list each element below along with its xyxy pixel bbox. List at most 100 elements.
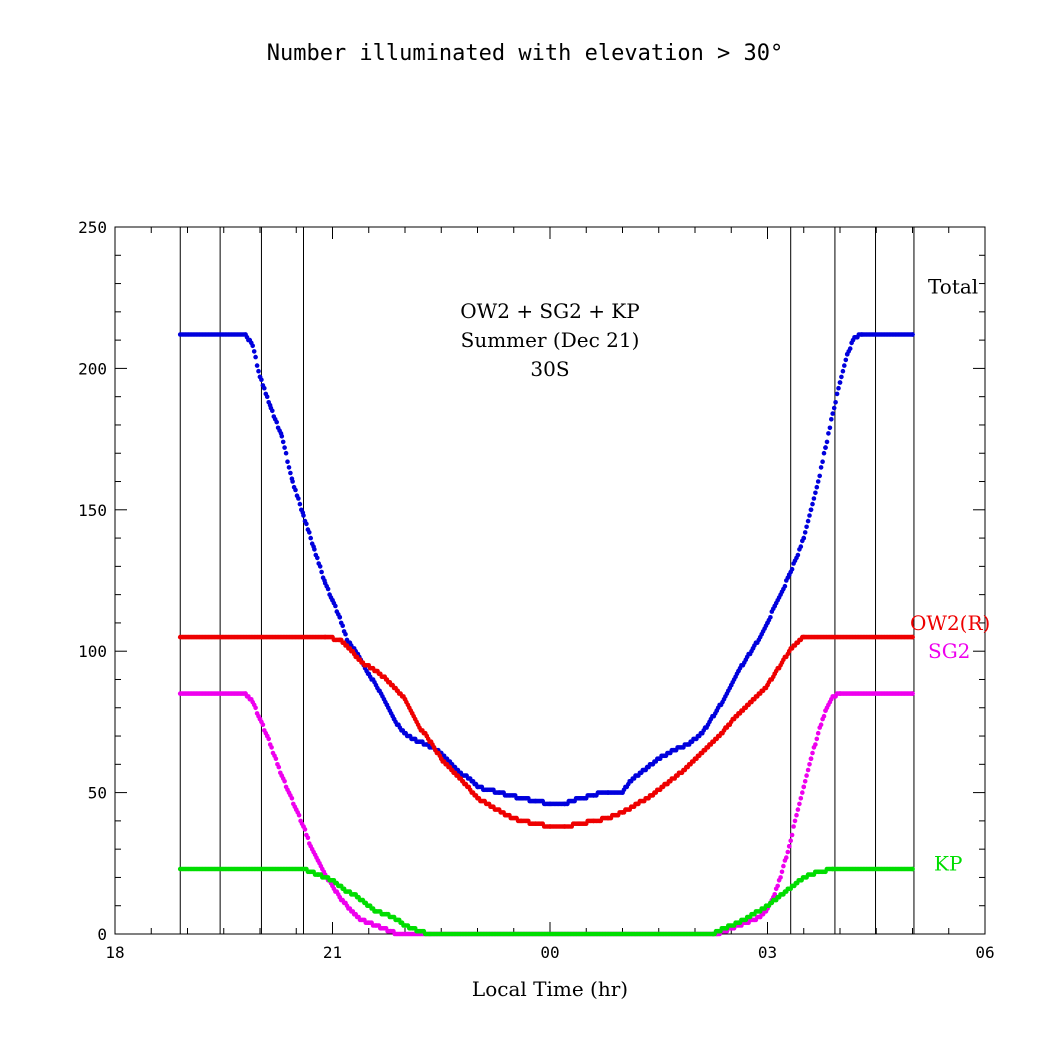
chart-annotation: OW2 + SG2 + KP Summer (Dec 21) 30S [460, 299, 639, 381]
data-point [285, 459, 290, 465]
data-point [818, 465, 824, 470]
data-point [296, 496, 301, 501]
data-point [337, 615, 343, 620]
data-point [317, 564, 323, 569]
data-point [789, 566, 795, 572]
data-point [260, 722, 266, 727]
data-point [289, 796, 295, 801]
legend-label: Total [928, 274, 978, 298]
data-point [826, 431, 831, 436]
data-point [813, 490, 818, 496]
data-point [818, 722, 824, 727]
series-kp [177, 866, 915, 937]
data-point [847, 346, 853, 351]
data-point [821, 713, 827, 719]
data-point [837, 380, 843, 385]
data-point [276, 764, 282, 770]
data-point [839, 374, 844, 380]
data-point [280, 439, 286, 445]
data-point [254, 363, 260, 368]
data-point [788, 838, 793, 843]
data-point [802, 779, 808, 784]
data-point [266, 736, 272, 742]
x-axis-label: Local Time (hr) [472, 977, 628, 1001]
data-point [787, 844, 792, 849]
data-point [296, 812, 302, 818]
data-point [259, 377, 264, 383]
data-point [273, 756, 279, 761]
data-point [340, 623, 346, 628]
y-tick-label: 100 [78, 642, 107, 661]
data-point [269, 745, 274, 750]
data-point [798, 544, 804, 549]
data-point [253, 705, 258, 711]
data-point [305, 835, 311, 841]
vertical-line-group [179, 227, 915, 934]
data-point [910, 866, 915, 872]
data-point [910, 691, 915, 696]
x-tick-label: 18 [105, 943, 124, 962]
data-point [801, 535, 807, 541]
data-point [768, 615, 773, 620]
data-point [814, 484, 820, 490]
series-total [177, 332, 915, 807]
data-point [782, 583, 788, 589]
data-point [910, 634, 915, 640]
data-point [778, 875, 783, 880]
data-point [789, 832, 795, 838]
series-layer [177, 332, 915, 937]
data-point [833, 400, 838, 405]
data-point [288, 470, 293, 476]
data-point [831, 405, 837, 411]
data-point [282, 445, 287, 450]
data-point [811, 496, 817, 501]
data-point [824, 439, 830, 445]
y-tick-label: 200 [78, 359, 107, 378]
data-point [772, 892, 778, 897]
chart-title: Number illuminated with elevation > 30° [267, 41, 784, 66]
data-point [808, 756, 814, 761]
data-point [800, 790, 805, 795]
annotation-line-3: 30S [530, 357, 569, 381]
data-point [333, 603, 338, 609]
data-point [286, 465, 292, 470]
data-point [843, 357, 849, 363]
data-point [795, 807, 801, 812]
data-point [785, 849, 791, 855]
x-tick-label: 21 [323, 943, 342, 962]
data-point [820, 459, 825, 465]
data-point [830, 411, 835, 416]
data-point [813, 742, 818, 747]
legend-label: SG2 [928, 639, 970, 663]
data-point [805, 767, 811, 773]
data-point [307, 530, 312, 535]
series-ow2-r- [177, 634, 915, 829]
axis-ticks: 18 21 00 03 06 0 50 100 150 200 250 [78, 218, 995, 962]
x-tick-label: 03 [758, 943, 777, 962]
data-point [823, 445, 828, 450]
data-point [270, 408, 275, 414]
data-point [798, 796, 804, 801]
series-sg2 [177, 691, 915, 937]
y-tick-label: 50 [88, 784, 107, 803]
annotation-line-2: Summer (Dec 21) [461, 328, 640, 352]
data-point [293, 487, 298, 493]
data-point [834, 391, 840, 397]
legend-label: OW2(R) [910, 611, 990, 635]
data-point [302, 827, 308, 832]
data-point [274, 419, 280, 425]
data-point [343, 631, 348, 637]
data-point [797, 801, 802, 807]
data-point [827, 425, 833, 431]
data-point [308, 535, 314, 541]
y-tick-label: 150 [78, 501, 107, 520]
data-point [784, 855, 789, 860]
data-point [304, 521, 309, 527]
data-point [262, 385, 267, 391]
data-point [802, 530, 808, 535]
y-tick-label: 0 [97, 925, 107, 944]
data-point [315, 555, 320, 561]
data-point [814, 736, 820, 742]
data-point [791, 824, 796, 829]
data-point [821, 450, 827, 456]
